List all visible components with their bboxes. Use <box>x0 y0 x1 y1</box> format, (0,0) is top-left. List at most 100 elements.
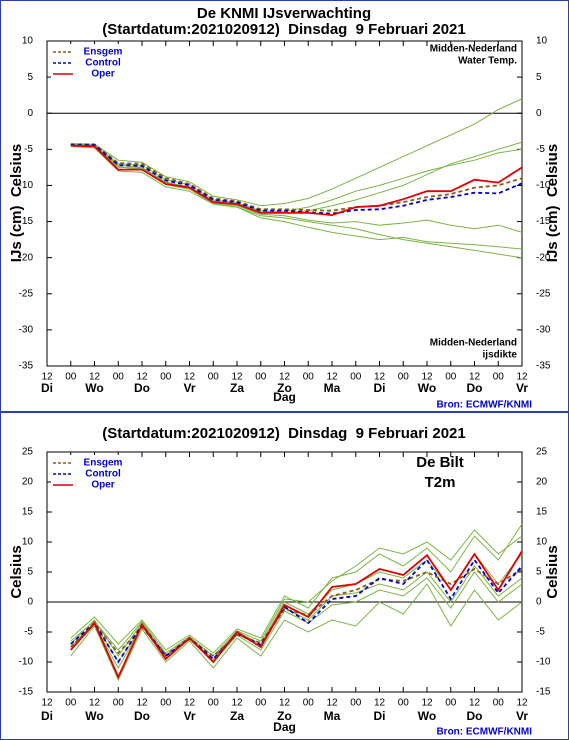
annotation: De Bilt <box>416 454 464 471</box>
x-tick-label: 00 <box>255 372 267 383</box>
x-tick-label: 12 <box>421 698 433 709</box>
x-tick-label: 12 <box>516 372 528 383</box>
y-tick-label: -30 <box>19 325 34 336</box>
legend-label: Ensgem <box>84 458 123 469</box>
x-tick-label: 12 <box>184 698 196 709</box>
y-tick-label: -10 <box>19 657 34 668</box>
day-label: Do <box>467 709 483 723</box>
y-tick-label-right: -35 <box>536 361 551 372</box>
y-tick-label-right: -10 <box>536 180 551 191</box>
y-tick-label: 25 <box>22 447 34 458</box>
legend-label: Oper <box>91 69 114 80</box>
day-label: Vr <box>516 381 528 395</box>
day-label: Zo <box>277 709 292 723</box>
x-axis-title: Dag <box>273 390 296 404</box>
x-tick-label: 00 <box>160 698 172 709</box>
y-tick-label-right: 10 <box>536 537 548 548</box>
x-tick-label: 00 <box>65 372 77 383</box>
x-tick-label: 12 <box>279 372 291 383</box>
y-tick-label: 0 <box>27 108 33 119</box>
x-tick-label: 12 <box>41 372 53 383</box>
legend-label: Ensgem <box>84 47 123 58</box>
x-tick-label: 12 <box>89 372 101 383</box>
series-line <box>70 567 523 658</box>
x-tick-label: 00 <box>493 372 505 383</box>
y-tick-label-right: -15 <box>536 687 551 698</box>
chart-title: (Startdatum:2021020912) Dinsdag 9 Februa… <box>102 425 466 442</box>
x-tick-label: 00 <box>160 372 172 383</box>
series-line <box>70 144 523 215</box>
day-label: Di <box>374 381 386 395</box>
x-tick-label: 00 <box>208 698 220 709</box>
x-tick-label: 12 <box>326 372 338 383</box>
member-line <box>70 143 523 212</box>
day-label: Za <box>230 381 244 395</box>
day-label: Do <box>134 709 150 723</box>
y-tick-label: -5 <box>24 144 33 155</box>
y-tick-label-right: 15 <box>536 507 548 518</box>
x-tick-label: 00 <box>255 698 267 709</box>
x-tick-label: 00 <box>208 372 220 383</box>
x-tick-label: 00 <box>350 372 362 383</box>
x-tick-label: 00 <box>398 698 410 709</box>
y-tick-label: -20 <box>19 252 34 263</box>
y-tick-label: -15 <box>19 216 34 227</box>
y-axis-title: Celsius <box>8 545 25 598</box>
y-axis-title-right: Celsius <box>544 545 561 598</box>
x-tick-label: 00 <box>398 372 410 383</box>
x-tick-label: 00 <box>303 698 315 709</box>
day-label: Vr <box>516 709 528 723</box>
y-tick-label: 5 <box>27 72 33 83</box>
y-tick-label-right: -30 <box>536 325 551 336</box>
x-tick-label: 00 <box>445 698 457 709</box>
day-label: Vr <box>183 381 195 395</box>
y-tick-label: -15 <box>19 687 34 698</box>
y-tick-label: -25 <box>19 288 34 299</box>
member-line <box>70 583 523 682</box>
annotation: Water Temp. <box>458 56 517 67</box>
y-tick-label-right: 10 <box>536 36 548 47</box>
member-line <box>70 529 523 657</box>
y-tick-label: 10 <box>22 537 34 548</box>
x-tick-label: 12 <box>279 698 291 709</box>
source: Bron: ECMWF/KNMI <box>436 727 532 738</box>
x-tick-label: 00 <box>445 372 457 383</box>
day-label: Do <box>134 381 150 395</box>
x-tick-label: 12 <box>421 372 433 383</box>
x-tick-label: 12 <box>374 372 386 383</box>
y-tick-label-right: 0 <box>536 597 542 608</box>
x-tick-label: 12 <box>136 698 148 709</box>
y-tick-label-right: -15 <box>536 216 551 227</box>
series-line <box>70 144 523 217</box>
x-tick-label: 12 <box>469 372 481 383</box>
y-tick-label: -5 <box>24 627 33 638</box>
x-tick-label: 12 <box>326 698 338 709</box>
y-tick-label-right: -5 <box>536 627 545 638</box>
day-label: Do <box>467 381 483 395</box>
day-label: Zo <box>277 381 292 395</box>
y-tick-label-right: 0 <box>536 108 542 119</box>
y-tick-label-right: -25 <box>536 288 551 299</box>
day-label: Di <box>41 381 53 395</box>
member-line <box>70 98 523 207</box>
day-label: Wo <box>418 709 436 723</box>
y-tick-label: 5 <box>27 567 33 578</box>
y-tick-label-right: -10 <box>536 657 551 668</box>
y-tick-label: 20 <box>22 477 34 488</box>
day-label: Wo <box>418 381 436 395</box>
x-tick-label: 12 <box>136 372 148 383</box>
x-tick-label: 00 <box>350 698 362 709</box>
x-tick-label: 12 <box>374 698 386 709</box>
series-line <box>70 550 523 680</box>
y-tick-label: 10 <box>22 36 34 47</box>
day-label: Wo <box>85 381 103 395</box>
x-tick-label: 00 <box>493 698 505 709</box>
x-tick-label: 00 <box>113 372 125 383</box>
y-tick-label-right: -20 <box>536 252 551 263</box>
y-tick-label: -10 <box>19 180 34 191</box>
member-line <box>70 523 523 654</box>
series-line <box>70 143 523 212</box>
day-label: Di <box>374 709 386 723</box>
x-tick-label: 00 <box>303 372 315 383</box>
